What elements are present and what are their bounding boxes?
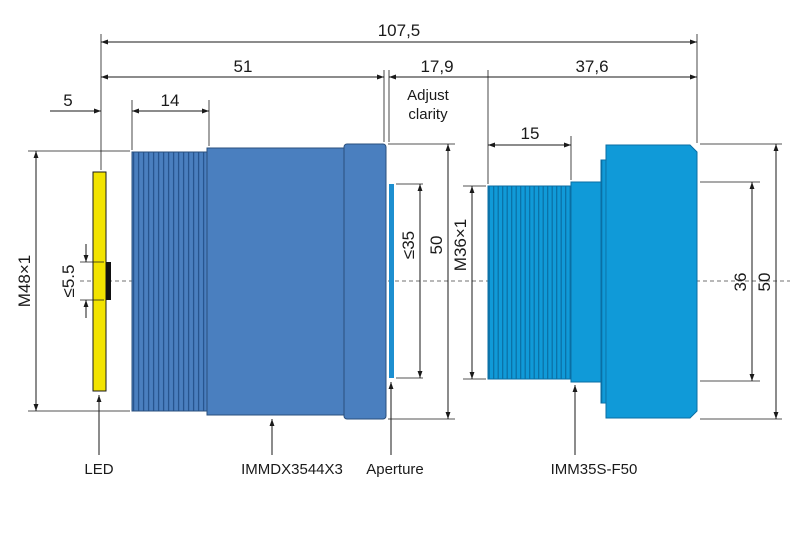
dim-module-thread: M48×1	[15, 255, 34, 307]
lens-neck	[570, 181, 602, 383]
module-body	[206, 147, 345, 416]
label-lens: IMM35S-F50	[551, 461, 638, 478]
lens-ring	[600, 159, 607, 404]
extension-lines	[28, 34, 782, 420]
dim-module-length: 51	[234, 57, 253, 76]
module-thread	[131, 151, 208, 412]
lens-part	[487, 144, 698, 419]
label-led: LED	[84, 461, 113, 478]
dim-lens-length: 37,6	[575, 57, 608, 76]
note-adjust-line2: clarity	[408, 106, 448, 123]
dim-thread-length: 14	[161, 91, 180, 110]
led-chip	[106, 262, 111, 300]
dim-gap: 17,9	[420, 57, 453, 76]
dim-lens-thread-length: 15	[521, 124, 540, 143]
label-module: IMMDX3544X3	[241, 461, 343, 478]
leader-lines	[96, 382, 578, 455]
dim-lens-inner: 36	[731, 273, 750, 292]
dim-led-height: ≤5.5	[59, 265, 78, 298]
led-board	[92, 171, 107, 392]
dim-led-offset: 5	[63, 91, 72, 110]
dim-aperture-size: ≤35	[399, 231, 418, 259]
led-part	[92, 171, 111, 392]
module-part	[131, 143, 387, 420]
module-flange	[343, 143, 387, 420]
dim-overall-length: 107,5	[378, 21, 421, 40]
dim-module-diameter: 50	[427, 236, 446, 255]
note-adjust-line1: Adjust	[407, 87, 450, 104]
dimension-lines	[33, 39, 779, 419]
lens-thread	[487, 185, 572, 380]
dim-lens-thread: M36×1	[451, 219, 470, 271]
dim-lens-diameter: 50	[755, 273, 774, 292]
aperture-plate	[389, 184, 394, 378]
lens-body	[600, 144, 698, 419]
label-aperture: Aperture	[366, 461, 424, 478]
